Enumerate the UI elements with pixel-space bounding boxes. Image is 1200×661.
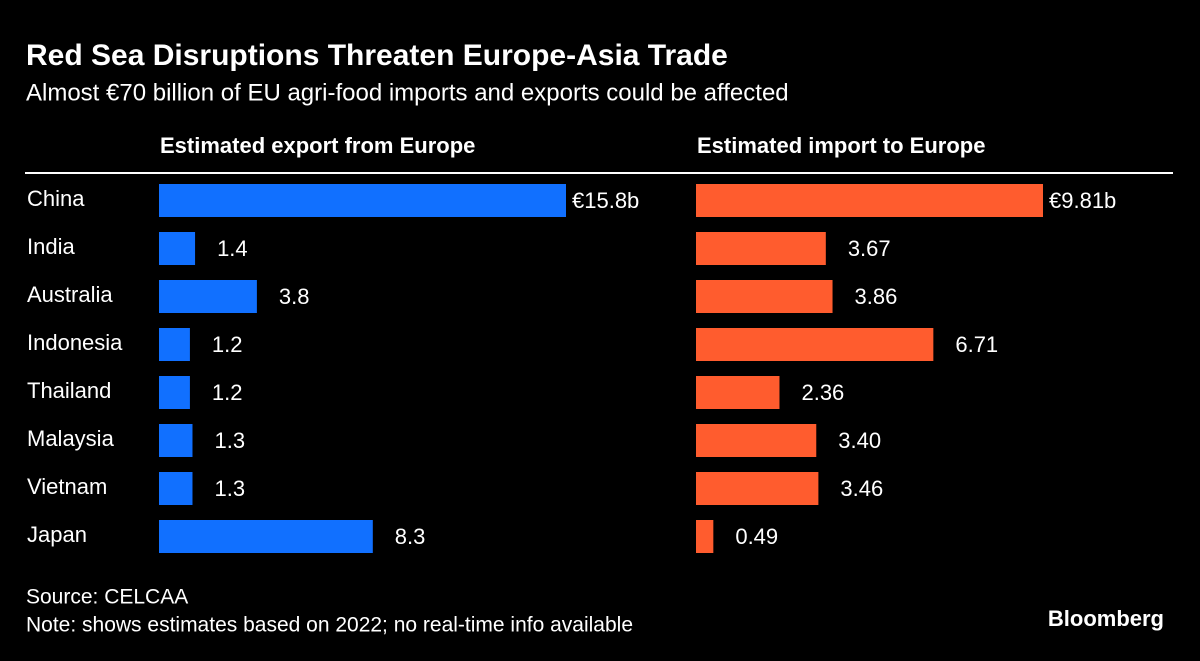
bar <box>696 520 714 553</box>
category-label: Japan <box>27 522 87 547</box>
bar <box>696 376 780 409</box>
category-label: Malaysia <box>27 426 115 451</box>
bar <box>159 184 566 217</box>
bar <box>696 280 833 313</box>
panel-heading: Estimated export from Europe <box>160 133 475 158</box>
value-label: 1.2 <box>212 332 243 357</box>
bar <box>696 472 819 505</box>
bar <box>696 232 826 265</box>
value-label: 2.36 <box>801 380 844 405</box>
chart-subtitle: Almost €70 billion of EU agri-food impor… <box>26 79 789 106</box>
value-label: 1.3 <box>214 428 245 453</box>
category-label: India <box>27 234 75 259</box>
bar <box>159 232 196 265</box>
value-label: 3.8 <box>279 284 310 309</box>
bar <box>159 520 373 553</box>
value-label: 1.3 <box>214 476 245 501</box>
bar <box>696 184 1043 217</box>
bar <box>159 328 190 361</box>
bar <box>159 376 190 409</box>
bar <box>159 472 193 505</box>
value-label: 0.49 <box>735 524 778 549</box>
source: Source: CELCAA <box>26 586 188 609</box>
bar <box>696 328 934 361</box>
value-label: 3.86 <box>855 284 898 309</box>
category-label: Indonesia <box>27 330 123 355</box>
value-label: €9.81b <box>1049 188 1116 213</box>
value-label: 3.46 <box>840 476 883 501</box>
value-label: 1.4 <box>217 236 248 261</box>
category-label: China <box>27 186 85 211</box>
bar <box>159 280 257 313</box>
bar <box>696 424 817 457</box>
category-label: Thailand <box>27 378 111 403</box>
panel-heading: Estimated import to Europe <box>697 133 985 158</box>
value-label: 1.2 <box>212 380 243 405</box>
bar <box>159 424 193 457</box>
value-label: 3.40 <box>838 428 881 453</box>
category-label: Australia <box>27 282 113 307</box>
value-label: 3.67 <box>848 236 891 261</box>
chart-title: Red Sea Disruptions Threaten Europe-Asia… <box>26 39 728 72</box>
value-label: 6.71 <box>955 332 998 357</box>
value-label: €15.8b <box>572 188 639 213</box>
note: Note: shows estimates based on 2022; no … <box>26 614 633 637</box>
brand: Bloomberg <box>1048 606 1164 631</box>
value-label: 8.3 <box>395 524 426 549</box>
category-label: Vietnam <box>27 474 107 499</box>
